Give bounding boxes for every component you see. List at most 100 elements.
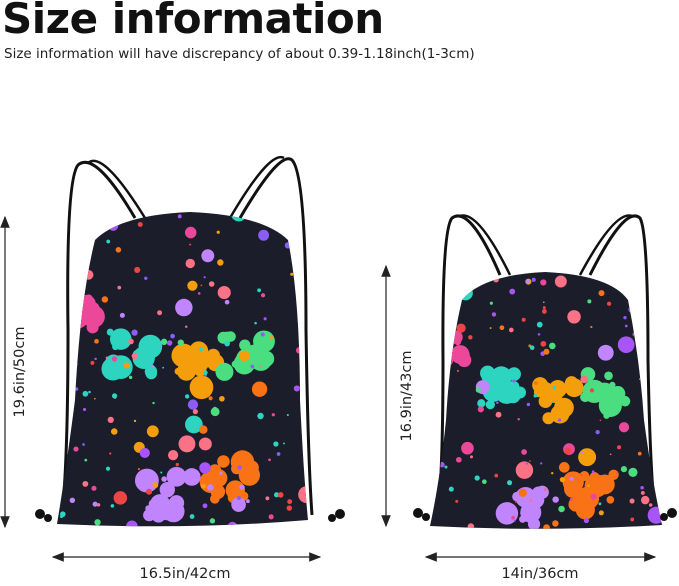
paint-splatter	[177, 214, 182, 219]
paint-splatter	[117, 285, 122, 290]
paint-splatter	[146, 488, 153, 495]
paint-splatter	[268, 458, 271, 462]
paint-splatter	[236, 496, 241, 501]
paint-splatter	[83, 407, 87, 411]
paint-splatter	[511, 515, 516, 520]
paint-splatter	[131, 352, 138, 360]
paint-splatter	[111, 356, 118, 362]
paint-splatter	[254, 321, 257, 325]
paint-splatter	[175, 462, 179, 467]
paint-splatter	[217, 259, 224, 266]
paint-splatter	[595, 272, 601, 278]
paint-splatter	[250, 364, 255, 369]
paint-splatter	[245, 499, 250, 504]
paint-splatter	[73, 446, 79, 452]
paint-splatter	[128, 338, 134, 345]
paint-splatter	[509, 288, 516, 295]
paint-splatter	[83, 270, 94, 280]
paint-splatter	[144, 365, 158, 378]
paint-splatter	[437, 344, 455, 363]
paint-splatter	[202, 503, 208, 509]
paint-splatter	[448, 486, 454, 492]
paint-splatter	[660, 281, 662, 287]
paint-splatter	[208, 281, 215, 287]
paint-splatter	[455, 456, 462, 463]
paint-splatter	[271, 413, 275, 417]
paint-splatter	[657, 330, 662, 337]
paint-splatter	[182, 468, 201, 486]
paint-splatter	[657, 348, 662, 360]
paint-splatter	[533, 393, 538, 398]
paint-splatter	[606, 272, 613, 279]
paint-splatter	[609, 282, 612, 286]
paint-splatter	[109, 328, 132, 350]
paint-splatter	[558, 462, 570, 473]
paint-splatter	[134, 468, 159, 493]
paint-splatter	[433, 272, 437, 275]
paint-splatter	[628, 467, 638, 477]
paint-splatter	[258, 365, 261, 368]
small-height-label: 16.9in/43cm	[399, 350, 415, 442]
paint-splatter	[198, 437, 212, 451]
paint-splatter	[558, 505, 565, 513]
paint-splatter	[603, 412, 610, 419]
paint-splatter	[640, 486, 644, 490]
paint-splatter	[564, 479, 583, 499]
paint-splatter	[604, 371, 613, 381]
paint-splatter	[564, 376, 579, 390]
paint-splatter	[494, 473, 499, 478]
paint-splatter	[273, 492, 280, 498]
paint-splatter	[525, 279, 530, 284]
paint-splatter	[590, 493, 597, 500]
paint-splatter	[131, 329, 138, 336]
paint-splatter	[507, 380, 520, 393]
paint-splatter	[540, 462, 543, 465]
paint-splatter	[575, 500, 595, 520]
paint-splatter	[59, 514, 64, 519]
paint-splatter	[217, 455, 230, 468]
paint-splatter	[629, 498, 635, 504]
paint-splatter	[637, 451, 642, 456]
paint-splatter	[181, 208, 185, 212]
paint-splatter	[74, 349, 78, 353]
paint-splatter	[189, 341, 209, 361]
paint-splatter	[652, 406, 658, 412]
paint-splatter	[192, 409, 198, 415]
paint-splatter	[151, 364, 154, 368]
paint-splatter	[544, 488, 547, 491]
paint-splatter	[598, 502, 602, 506]
paint-splatter	[96, 503, 101, 507]
paint-splatter	[477, 399, 486, 408]
paint-splatter	[57, 385, 60, 389]
paint-splatter	[521, 449, 527, 455]
small-drawstring-bag	[413, 214, 677, 529]
paint-splatter	[525, 462, 528, 465]
paint-splatter	[295, 347, 303, 354]
paint-splatter	[634, 287, 640, 294]
size-discrepancy-note: Size information will have discrepancy o…	[4, 46, 475, 62]
paint-splatter	[160, 338, 168, 346]
paint-splatter	[430, 324, 449, 348]
paint-splatter	[203, 370, 208, 376]
paint-splatter	[287, 499, 293, 505]
paint-splatter	[185, 258, 195, 269]
paint-splatter	[514, 500, 517, 503]
paint-splatter	[540, 341, 547, 347]
paint-splatter	[606, 301, 612, 306]
paint-splatter	[239, 484, 245, 490]
right-cord-inner	[228, 155, 285, 219]
paint-splatter	[75, 359, 78, 362]
paint-splatter	[166, 466, 187, 487]
paint-splatter	[258, 350, 275, 367]
paint-splatter	[595, 429, 600, 435]
paint-splatter	[144, 276, 148, 280]
paint-splatter	[578, 448, 597, 467]
paint-splatter	[110, 428, 118, 435]
paint-splatter	[290, 522, 300, 527]
paint-splatter	[650, 346, 659, 355]
paint-splatter	[199, 462, 211, 474]
paint-splatter	[148, 499, 158, 509]
paint-splatter	[245, 528, 247, 530]
paint-splatter	[430, 296, 431, 299]
paint-splatter	[482, 479, 487, 485]
